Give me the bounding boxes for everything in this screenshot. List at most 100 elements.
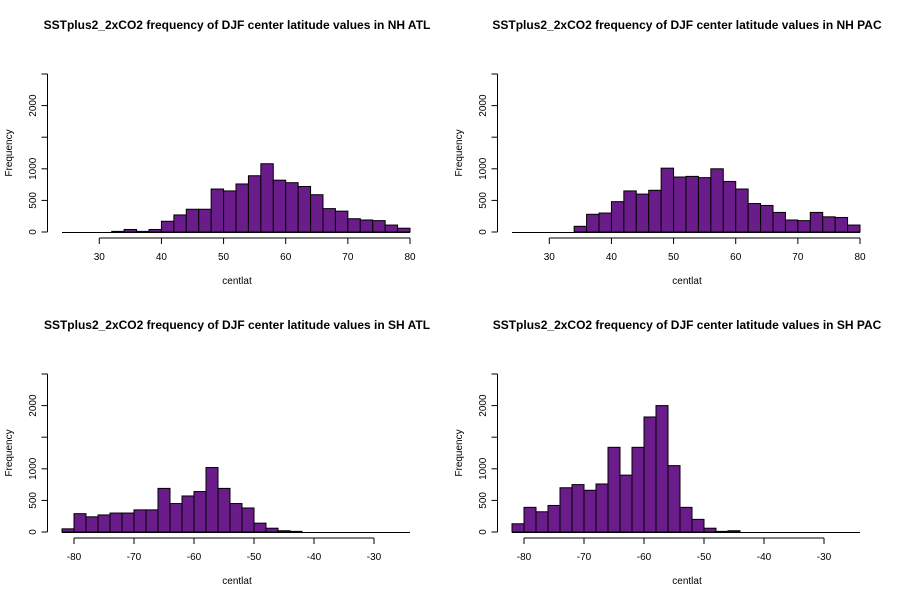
- histogram-bar: [655, 405, 669, 533]
- x-tick-label: -70: [577, 552, 592, 563]
- x-tick-label: 50: [218, 252, 230, 263]
- x-tick-label: -60: [187, 552, 202, 563]
- histogram-bar: [136, 230, 150, 233]
- histogram-bar: [523, 506, 537, 533]
- x-tick-label: 60: [280, 252, 292, 263]
- y-tick-label: 2000: [478, 94, 489, 117]
- histogram-bar: [193, 491, 207, 533]
- histogram-bar: [277, 530, 291, 533]
- histogram-bar: [679, 506, 693, 533]
- x-tick-label: 30: [94, 252, 106, 263]
- histogram-bar: [623, 190, 637, 233]
- chart-title: SSTplus2_2xCO2 frequency of DJF center l…: [492, 18, 882, 32]
- histogram-bar: [185, 208, 200, 233]
- histogram-bar: [722, 180, 737, 233]
- x-axis-label: centlat: [222, 576, 252, 587]
- x-tick-label: -40: [757, 552, 772, 563]
- histogram-bar: [735, 188, 749, 233]
- y-tick-label: 1000: [28, 457, 39, 480]
- y-axis: 0 500 1000 2000 Frequency: [454, 73, 498, 235]
- histogram-bar: [289, 530, 303, 533]
- histogram-bar: [205, 467, 219, 533]
- chart-title: SSTplus2_2xCO2 frequency of DJF center l…: [493, 318, 882, 332]
- chart-panel-3: SSTplus2_2xCO2 frequency of DJF center l…: [4, 318, 430, 587]
- x-axis: -80 -70 -60 -50 -40 -30 centlat: [62, 532, 410, 587]
- x-tick-label: -70: [127, 552, 142, 563]
- histogram-bar: [727, 530, 741, 533]
- chart-panel-2: SSTplus2_2xCO2 frequency of DJF center l…: [454, 18, 882, 287]
- x-tick-label: -80: [67, 552, 82, 563]
- histogram-bar: [697, 177, 712, 233]
- histogram-bar: [586, 213, 600, 233]
- x-axis-label: centlat: [672, 276, 702, 287]
- histogram-bar: [559, 487, 573, 533]
- x-tick-label: -40: [307, 552, 322, 563]
- histogram-bar: [133, 509, 147, 533]
- histogram-bar: [631, 446, 645, 533]
- x-tick-label: 40: [156, 252, 168, 263]
- histogram-bar: [347, 218, 361, 233]
- histogram-bar: [198, 208, 212, 233]
- y-axis-label: Frequency: [454, 129, 465, 176]
- histogram-bar: [123, 228, 138, 233]
- histogram-bar: [710, 168, 724, 233]
- histogram-bar: [598, 212, 612, 233]
- histogram-bar: [610, 201, 625, 233]
- histogram-bar: [834, 216, 849, 233]
- x-tick-label: -30: [367, 552, 382, 563]
- histogram-bar: [297, 185, 312, 233]
- y-tick-label: 0: [478, 229, 489, 235]
- y-tick-label: 500: [478, 492, 489, 509]
- histogram-bar: [784, 219, 799, 233]
- histogram-bar: [635, 193, 650, 233]
- chart-panel-1: SSTplus2_2xCO2 frequency of DJF center l…: [4, 18, 430, 287]
- histogram-bar: [109, 512, 123, 533]
- x-tick-label: 40: [606, 252, 618, 263]
- histogram-bar: [111, 230, 125, 233]
- histogram-bar: [607, 446, 621, 533]
- x-tick-label: -60: [637, 552, 652, 563]
- histogram-bar: [547, 504, 561, 533]
- x-tick-label: 60: [730, 252, 742, 263]
- histogram-bar: [160, 220, 175, 233]
- x-axis: 30 40 50 60 70 80 centlat: [62, 232, 416, 287]
- histogram-bar: [511, 523, 525, 533]
- chart-panel-4: SSTplus2_2xCO2 frequency of DJF center l…: [454, 318, 882, 587]
- histogram-bar: [573, 225, 588, 233]
- histogram-bar: [648, 189, 662, 233]
- x-axis-label: centlat: [672, 576, 702, 587]
- histogram-bar: [223, 190, 237, 233]
- histogram-bar: [619, 474, 633, 533]
- y-axis: 0 500 1000 2000 Frequency: [4, 73, 48, 235]
- x-tick-label: 80: [404, 252, 416, 263]
- y-tick-label: 500: [28, 492, 39, 509]
- histogram-bar: [85, 516, 99, 533]
- y-tick-label: 500: [478, 192, 489, 209]
- histogram-bar: [272, 179, 287, 233]
- histogram-bar: [181, 495, 195, 533]
- y-tick-label: 2000: [28, 394, 39, 417]
- histogram-bar: [253, 522, 267, 533]
- x-tick-label: -50: [247, 552, 262, 563]
- histogram-bar: [595, 483, 609, 533]
- histogram-bar: [809, 211, 824, 233]
- y-tick-label: 2000: [28, 94, 39, 117]
- histogram-bar: [667, 465, 681, 533]
- histogram-bar: [148, 228, 162, 233]
- histogram-bar: [334, 210, 349, 233]
- histogram-bar: [685, 175, 699, 233]
- histogram-bar: [157, 487, 171, 533]
- y-axis-label: Frequency: [4, 129, 15, 176]
- histogram-bar: [217, 487, 231, 533]
- histogram-bar: [703, 527, 717, 533]
- histogram-bar: [715, 530, 729, 533]
- histogram-bar: [265, 527, 279, 533]
- histogram-bar: [229, 503, 243, 533]
- histogram-bar: [822, 216, 836, 233]
- histogram-bar: [535, 511, 549, 533]
- y-tick-label: 1000: [478, 157, 489, 180]
- chart-title: SSTplus2_2xCO2 frequency of DJF center l…: [44, 318, 430, 332]
- y-axis: 0 500 1000 2000 Frequency: [454, 373, 498, 535]
- y-tick-label: 0: [28, 529, 39, 535]
